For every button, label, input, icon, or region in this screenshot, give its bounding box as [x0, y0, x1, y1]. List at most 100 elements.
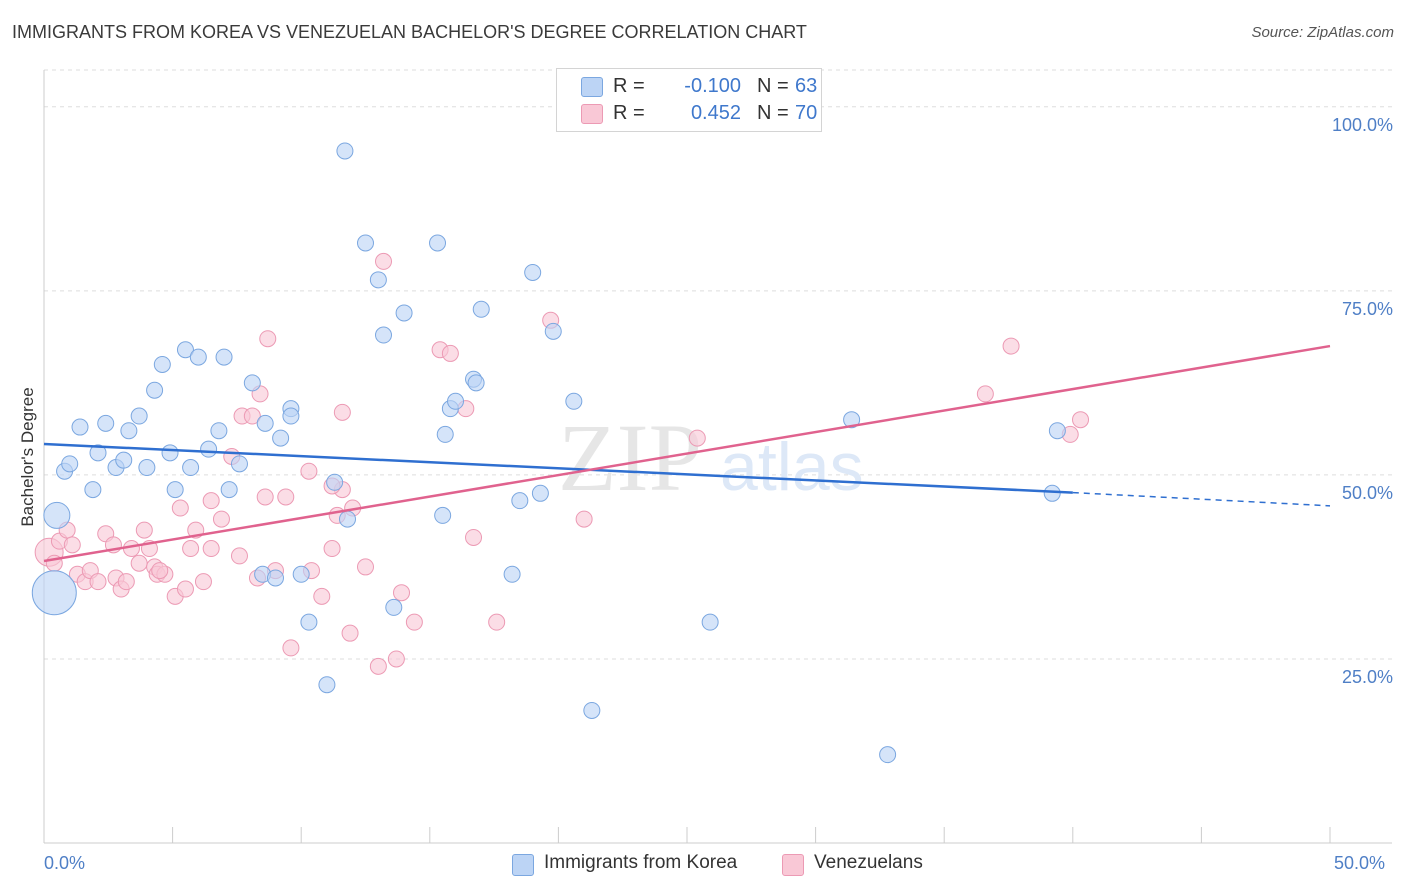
korea-point	[318, 676, 336, 694]
bottom-legend-swatch-korea	[512, 854, 534, 876]
venezuelans-point	[575, 510, 593, 528]
venezuelans-point	[375, 252, 393, 270]
korea-point	[511, 492, 529, 510]
axes	[43, 70, 1392, 844]
legend-n-value: 70	[795, 102, 818, 124]
venezuelans-point	[282, 639, 300, 657]
y-tick-label: 75.0%	[1342, 299, 1393, 319]
venezuelans-point	[313, 587, 331, 605]
korea-point	[31, 570, 77, 616]
korea-point	[138, 459, 156, 477]
legend-n-label: N =	[757, 75, 789, 97]
korea-point	[210, 422, 228, 440]
venezuelans-point	[976, 385, 994, 403]
gridlines	[44, 69, 1392, 660]
korea-point	[43, 501, 71, 529]
korea-point	[524, 263, 542, 281]
venezuelans-point	[202, 540, 220, 558]
korea-point	[429, 234, 447, 252]
korea-trend-extension	[1072, 491, 1331, 507]
bottom-legend-label: Venezuelans	[814, 852, 923, 873]
korea-point	[220, 481, 238, 499]
venezuelans-point	[202, 492, 220, 510]
venezuelans-point	[182, 540, 200, 558]
korea-point	[215, 348, 233, 366]
legend-swatch-venezuelans	[581, 104, 603, 124]
venezuelans-point	[259, 330, 277, 348]
legend-n-value: 63	[795, 75, 818, 97]
korea-point	[1043, 484, 1061, 502]
x-tick-label-min: 0.0%	[44, 853, 86, 873]
y-tick-labels: 25.0% 50.0% 75.0% 100.0%	[1332, 115, 1393, 687]
korea-point	[467, 374, 485, 392]
korea-point	[447, 392, 465, 410]
korea-point	[326, 473, 344, 491]
korea-point	[583, 701, 601, 719]
korea-point	[375, 326, 393, 344]
korea-point	[369, 271, 387, 289]
korea-point	[176, 341, 194, 359]
venezuelans-point	[488, 613, 506, 631]
korea-point	[338, 510, 356, 528]
venezuelans-point	[277, 488, 295, 506]
venezuelans-point	[369, 657, 387, 675]
korea-point	[1048, 422, 1066, 440]
venezuelans-point	[300, 462, 318, 480]
korea-point	[436, 425, 454, 443]
korea-point	[282, 407, 300, 425]
venezuelans-point	[130, 554, 148, 572]
korea-point	[292, 565, 310, 583]
venezuelans-point	[1002, 337, 1020, 355]
korea-point	[503, 565, 521, 583]
venezuelans-point	[230, 547, 248, 565]
venezuelans-point	[135, 521, 153, 539]
venezuelans-point	[243, 407, 261, 425]
venezuelans-point	[357, 558, 374, 576]
korea-point	[272, 429, 290, 447]
legend-swatch-korea	[581, 77, 603, 97]
venezuelans-point	[441, 344, 459, 362]
venezuelans-point	[176, 580, 194, 598]
legend-r-label: R =	[613, 102, 645, 124]
venezuelans-trend-line	[43, 344, 1331, 563]
korea-point	[565, 392, 583, 410]
venezuelans-point	[393, 584, 411, 602]
korea-point	[256, 414, 274, 432]
y-tick-label: 100.0%	[1332, 115, 1393, 135]
venezuelans-point	[171, 499, 189, 517]
korea-point	[146, 381, 164, 399]
stats-legend: R = -0.100 N = 63 R = 0.452 N = 70	[556, 68, 822, 132]
bottom-legend-swatch-venezuelans	[782, 854, 804, 876]
korea-point	[243, 374, 261, 392]
venezuelans-point	[387, 650, 405, 668]
venezuelans-point	[194, 573, 212, 591]
korea-point	[161, 444, 179, 462]
venezuelans-point	[341, 624, 359, 642]
korea-point	[472, 300, 490, 318]
venezuelans-point	[256, 488, 274, 506]
venezuelans-point	[688, 429, 706, 447]
korea-point	[84, 481, 102, 499]
korea-point	[300, 613, 318, 631]
legend-r-value: -0.100	[684, 75, 741, 97]
korea-point	[434, 506, 452, 524]
trend-lines	[43, 344, 1331, 563]
korea-point	[130, 407, 148, 425]
korea-point	[71, 418, 89, 436]
korea-point	[357, 234, 374, 252]
korea-point	[61, 455, 79, 473]
korea-point	[395, 304, 413, 322]
korea-point	[701, 613, 719, 631]
korea-point	[336, 142, 354, 160]
venezuelans-point	[151, 562, 169, 580]
bottom-legend-label: Immigrants from Korea	[544, 852, 738, 873]
watermark: ZIP atlas	[558, 404, 864, 511]
korea-point	[531, 484, 549, 502]
korea-point	[266, 569, 284, 587]
chart-title: IMMIGRANTS FROM KOREA VS VENEZUELAN BACH…	[12, 22, 807, 42]
korea-point	[166, 481, 184, 499]
watermark-atlas: atlas	[720, 429, 864, 505]
y-tick-label: 25.0%	[1342, 667, 1393, 687]
korea-point	[97, 414, 115, 432]
